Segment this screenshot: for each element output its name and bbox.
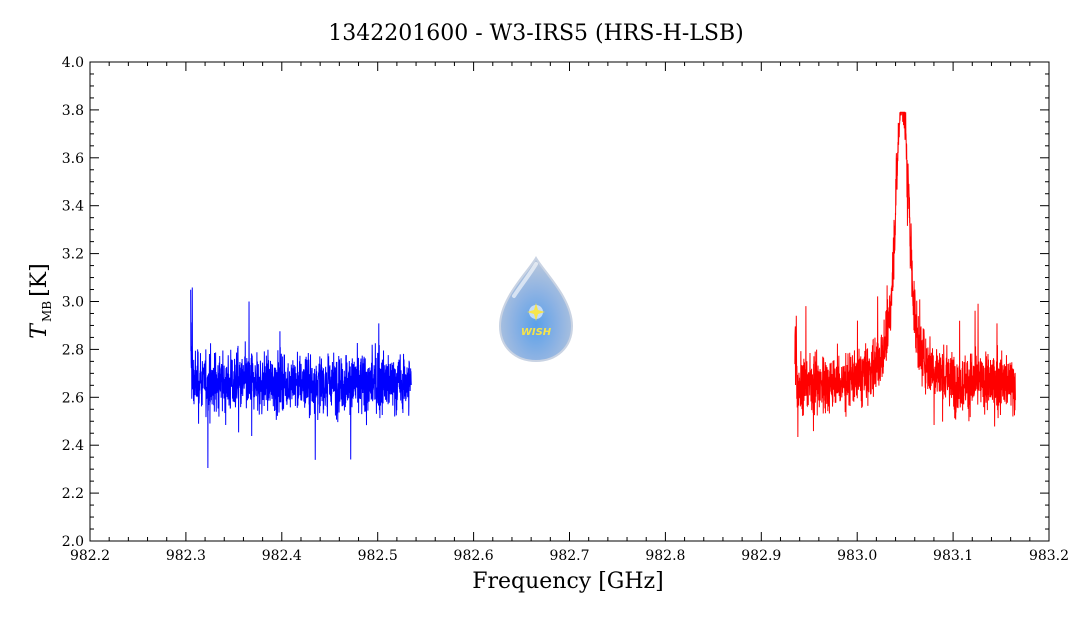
y-tick-label: 2.4 <box>62 438 84 454</box>
y-tick-label: 2.6 <box>62 390 84 406</box>
x-tick-label: 982.2 <box>70 548 110 564</box>
x-tick-label: 983.1 <box>933 548 973 564</box>
star-icon <box>527 303 545 321</box>
x-tick-label: 982.7 <box>549 548 589 564</box>
y-tick-label: 3.2 <box>62 247 84 263</box>
y-tick-label: 3.8 <box>62 103 84 119</box>
axis-ticks <box>89 61 1050 542</box>
y-axis-label-unit: [K] <box>27 263 52 297</box>
x-axis-label: Frequency [GHz] <box>472 569 664 594</box>
x-tick-labels: 982.2 982.3 982.4 982.5 982.6 982.7 982.8 982.9… <box>70 548 1069 564</box>
y-tick-label: 2.0 <box>62 534 84 550</box>
series-red-line <box>794 111 1016 438</box>
x-tick-label: 982.3 <box>166 548 206 564</box>
x-tick-label: 982.5 <box>358 548 398 564</box>
chart-title: 1342201600 - W3-IRS5 (HRS-H-LSB) <box>328 21 743 46</box>
y-tick-label: 3.0 <box>62 295 84 311</box>
y-tick-label: 3.4 <box>62 199 84 215</box>
x-tick-label: 982.4 <box>262 548 302 564</box>
x-tick-label: 983.0 <box>837 548 877 564</box>
y-tick-label: 3.6 <box>62 151 84 167</box>
y-tick-label: 4.0 <box>62 55 84 71</box>
x-tick-label: 982.9 <box>741 548 781 564</box>
y-tick-label: 2.2 <box>62 486 84 502</box>
y-axis-label-sub: MB <box>40 301 54 322</box>
logo-text: WISH <box>521 327 552 338</box>
series-blue-line <box>190 287 412 469</box>
x-tick-label: 982.6 <box>454 548 494 564</box>
y-axis-label-main: T <box>27 322 52 339</box>
x-tick-label: 983.2 <box>1029 548 1069 564</box>
wish-logo: WISH <box>498 255 574 363</box>
x-tick-label: 982.8 <box>645 548 685 564</box>
y-tick-label: 2.8 <box>62 342 84 358</box>
y-tick-labels: 2.0 2.2 2.4 2.6 2.8 3.0 3.2 3.4 3.6 3.8 4.0 <box>62 55 84 550</box>
svg-text:TMB[K]: TMB [K] <box>27 263 54 338</box>
y-axis-label: TMB [K] <box>27 263 54 338</box>
series-group <box>190 111 1016 469</box>
